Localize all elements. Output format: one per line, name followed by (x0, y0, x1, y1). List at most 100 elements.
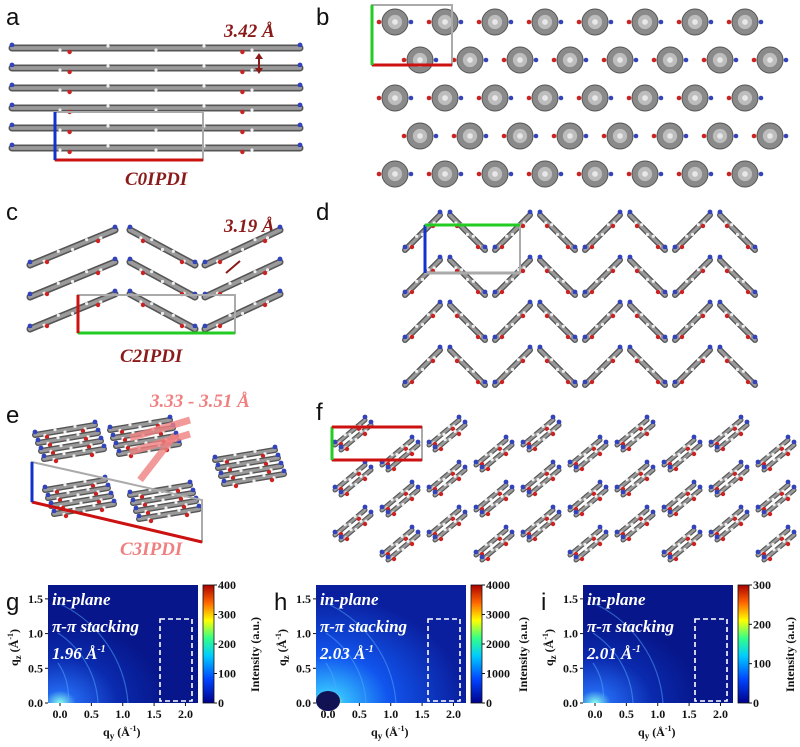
x-tick-label: 0.0 (588, 707, 603, 721)
molecule-cluster (526, 509, 562, 543)
colorbar-tick-label: 0 (753, 696, 759, 710)
molecule-disk (426, 160, 464, 188)
molecule-zigzag (201, 224, 284, 269)
molecule-disk (676, 160, 714, 188)
molecule-zigzag (447, 209, 488, 253)
molecule-cluster (761, 529, 797, 563)
molecule-disk (726, 8, 764, 36)
molecule-zigzag (492, 344, 533, 388)
stacking-distance-c: 3.19 Å (224, 216, 275, 237)
molecule-cluster (379, 479, 415, 513)
molecule-cluster (614, 414, 650, 448)
molecule-zigzag (717, 344, 758, 388)
panel-label-d: d (316, 199, 330, 226)
molecule-disk (576, 8, 614, 36)
x-tick-label: 1.5 (147, 707, 162, 721)
molecule-row (8, 62, 304, 75)
y-axis-label: qz (Å-1) (541, 629, 558, 666)
y-axis-label: qz (Å-1) (274, 629, 291, 666)
x-tick-label: 0.5 (619, 707, 634, 721)
overlay-value: 2.03 Å-1 (319, 644, 374, 663)
molecule-disk (751, 122, 789, 150)
panel-label-a: a (6, 4, 20, 31)
panel-label-b: b (316, 4, 330, 31)
molecule-cluster (432, 464, 468, 498)
beamstop (316, 691, 340, 711)
panel-label-c: c (6, 199, 18, 226)
crystal-packing-f (330, 414, 797, 563)
molecule-zigzag (537, 299, 578, 343)
stacking-distance-a: 3.42 Å (224, 21, 275, 42)
crystal-structure-c (26, 224, 284, 335)
crystal-structure-a (8, 42, 304, 162)
molecule-cluster (573, 439, 609, 473)
molecule-zigzag (447, 254, 488, 298)
molecule-cluster (479, 439, 515, 473)
x-tick-label: 2.0 (178, 707, 193, 721)
distance-arrow-a (255, 53, 263, 74)
molecule-cluster (761, 484, 797, 518)
molecule-zigzag (201, 288, 284, 333)
molecule-cluster (661, 524, 697, 558)
molecule-disk (501, 122, 539, 150)
colorbar (202, 584, 215, 704)
colorbar-tick-label: 2000 (486, 637, 510, 651)
molecule-stack (218, 460, 284, 481)
colorbar-tick-label: 4000 (486, 578, 510, 592)
unit-cell-a (53, 111, 204, 162)
y-tick-label: 0.5 (296, 661, 311, 675)
crystal-packing-d (402, 209, 758, 388)
x-axis-label: qy (Å-1) (103, 724, 141, 741)
overlay-line-1: in-plane (587, 590, 646, 609)
giwaxs-panel-g: g in-plane π-π stacking 1.96 Å-1 1.5 1.0 0.5 0.… (6, 578, 262, 741)
molecule-disk (376, 8, 414, 36)
molecule-disk (526, 160, 564, 188)
giwaxs-row: g in-plane π-π stacking 1.96 Å-1 1.5 1.0 0.5 0.… (0, 578, 800, 747)
molecule-disk (476, 8, 514, 36)
x-tick-label: 0.0 (53, 707, 68, 721)
x-tick-label: 1.0 (115, 707, 130, 721)
molecule-disk (726, 84, 764, 112)
y-tick-label: 0.5 (28, 661, 43, 675)
molecule-zigzag (627, 254, 668, 298)
molecule-stack (221, 468, 287, 489)
y-tick-label: 0.0 (563, 696, 578, 710)
molecule-zigzag (582, 209, 623, 253)
molecule-cluster (573, 484, 609, 518)
molecule-stack (41, 443, 107, 464)
diffraction-ring (325, 632, 367, 704)
colorbar-tick-label: 0 (486, 696, 492, 710)
molecule-disk (376, 84, 414, 112)
molecule-zigzag (672, 254, 713, 298)
molecule-disk (551, 46, 589, 74)
colorbar (470, 584, 483, 704)
molecule-disk (626, 160, 664, 188)
molecule-disk (426, 84, 464, 112)
molecule-disk (376, 160, 414, 188)
colorbar-tick-label: 3000 (486, 608, 510, 622)
molecule-row (8, 122, 304, 135)
panel-f: f (310, 395, 800, 575)
molecule-cluster (755, 479, 791, 513)
molecule-zigzag (627, 299, 668, 343)
distance-arrow-c (225, 260, 241, 274)
molecule-zigzag (582, 344, 623, 388)
diffraction-ring (592, 662, 604, 704)
colorbar-label: Intensity (a.u.) (516, 617, 530, 692)
diffraction-ring (325, 602, 397, 704)
crystal-packing-b (370, 4, 789, 188)
integration-region (427, 618, 461, 702)
compound-name-e: C3IPDI (120, 539, 183, 560)
panel-label-g: g (6, 589, 19, 616)
molecule-zigzag (402, 299, 443, 343)
y-tick-label: 1.0 (28, 627, 43, 641)
giwaxs-panel-i: i in-plane π-π stacking 2.01 Å-1 1.5 1.0 0.5 0.… (541, 578, 797, 741)
y-tick-label: 1.0 (296, 627, 311, 641)
molecule-cluster (385, 484, 421, 518)
colorbar-tick-label: 200 (753, 617, 771, 631)
molecule-zigzag (402, 344, 443, 388)
molecule-cluster (479, 484, 515, 518)
y-axis-label: qz (Å-1) (6, 629, 23, 666)
diffraction-ring (57, 632, 99, 704)
molecule-cluster (667, 439, 703, 473)
